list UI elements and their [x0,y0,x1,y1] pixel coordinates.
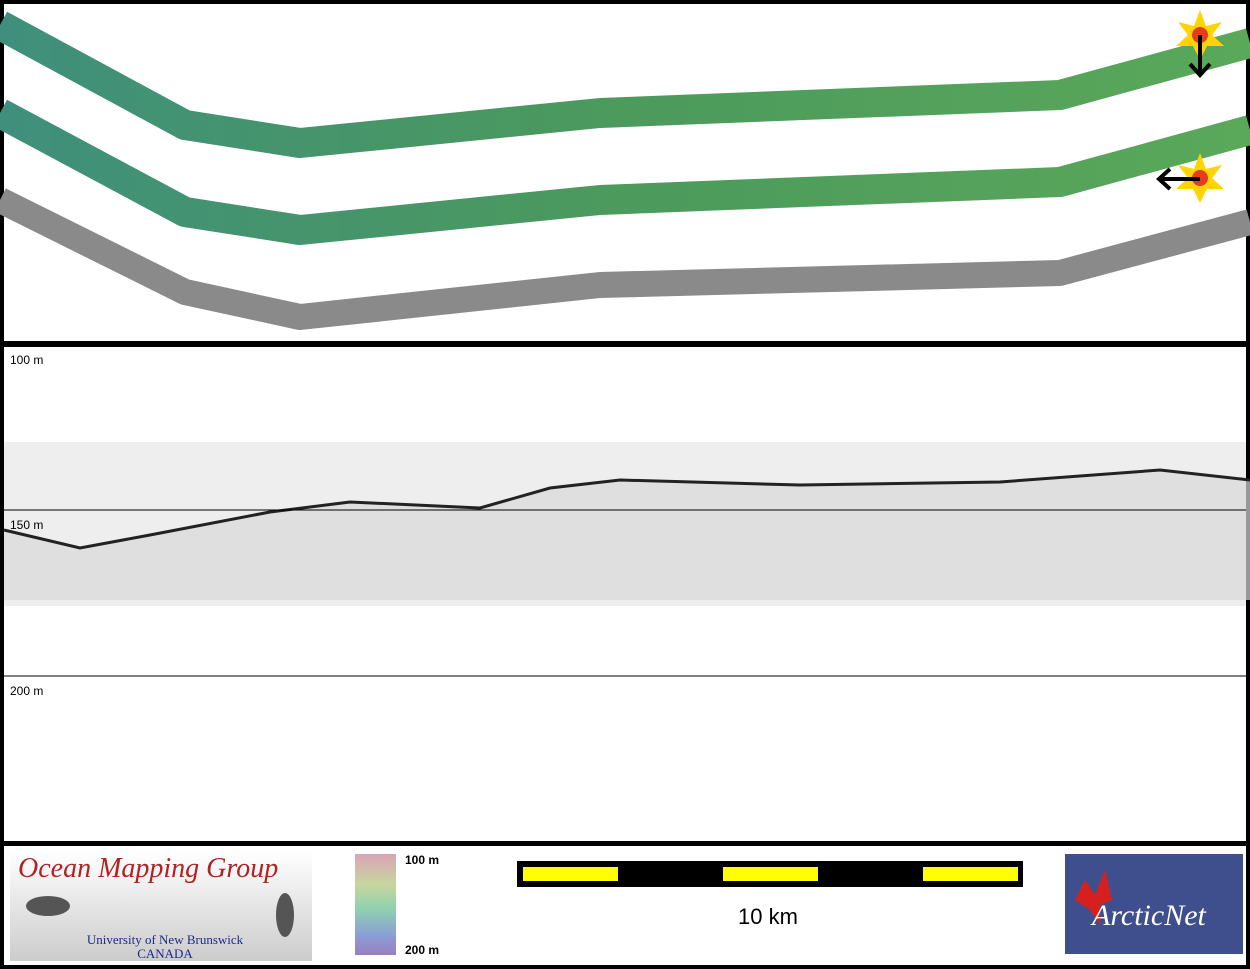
scale-bar-segment [923,867,1018,881]
seafloor-trace [3,468,1250,550]
arcticnet-text: ArcticNet [1090,899,1207,932]
scale-bar-segment [723,867,818,881]
logo-art [26,896,70,916]
omg-country: CANADA [137,946,193,961]
color-bar-label: 200 m [405,943,439,957]
omg-title: Ocean Mapping Group [18,853,278,884]
color-bar-label: 100 m [405,853,439,867]
depth-label: 150 m [10,518,43,532]
swath [0,11,1250,158]
swath [0,99,1250,245]
color-bar [355,854,396,955]
logo-art [276,893,294,937]
scale-bar-label: 10 km [738,904,798,929]
maple-leaf [1075,870,1112,925]
depth-label: 200 m [10,684,43,698]
depth-label: 100 m [10,353,43,367]
sun-icon [1156,153,1224,203]
echogram-backscatter [4,470,1250,600]
scale-bar-segment [523,867,618,881]
swaths [0,11,1250,330]
omg-university: University of New Brunswick [87,932,244,947]
swath [0,188,1250,330]
sun-icon [1176,10,1224,78]
